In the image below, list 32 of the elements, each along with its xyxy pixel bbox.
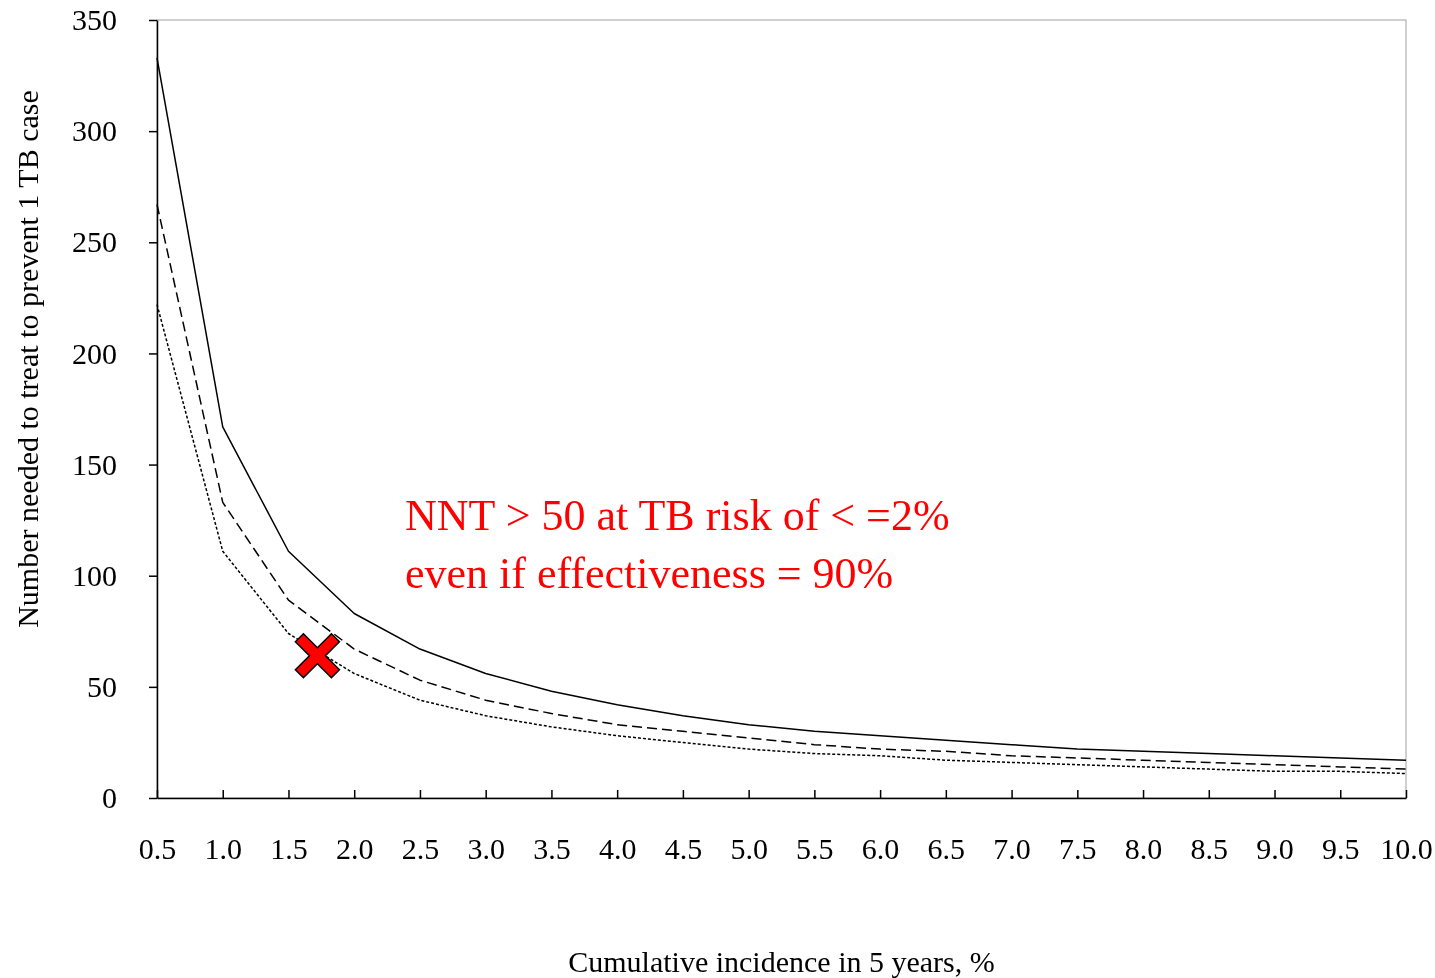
x-axis-title: Cumulative incidence in 5 years, % <box>568 945 995 978</box>
x-tick-label: 3.5 <box>533 832 571 866</box>
y-tick-label: 150 <box>72 447 117 481</box>
y-tick-label: 300 <box>72 114 117 148</box>
x-tick-label: 3.0 <box>467 832 505 866</box>
y-tick-label: 350 <box>72 3 117 37</box>
x-tick-label: 5.5 <box>796 832 834 866</box>
x-tick-label: 6.5 <box>927 832 966 866</box>
y-tick-label: 0 <box>102 781 117 815</box>
x-tick-label: 5.0 <box>730 832 768 866</box>
x-tick-label: 6.0 <box>861 832 900 866</box>
x-tick-label: 7.0 <box>993 832 1031 866</box>
x-tick-label: 8.5 <box>1190 832 1229 866</box>
y-tick-label: 50 <box>87 669 117 703</box>
y-tick-label: 200 <box>72 336 117 370</box>
x-tick-label: 2.5 <box>401 832 440 866</box>
x-tick-label: 1.0 <box>204 832 242 866</box>
y-axis-title: Number needed to treat to prevent 1 TB case <box>11 90 44 628</box>
x-tick-label: 2.0 <box>335 832 374 866</box>
x-tick-label: 4.0 <box>598 832 637 866</box>
x-tick-label: 10.0 <box>1380 832 1433 866</box>
x-tick-label: 9.0 <box>1256 832 1294 866</box>
x-tick-label: 8.0 <box>1124 832 1163 866</box>
y-tick-label: 250 <box>72 225 117 259</box>
y-tick-label: 100 <box>72 558 117 592</box>
x-tick-label: 4.5 <box>664 832 703 866</box>
x-tick-label: 0.5 <box>138 832 177 866</box>
x-tick-label: 9.5 <box>1322 832 1360 866</box>
x-tick-label: 7.5 <box>1059 832 1097 866</box>
annotation: even if effectiveness = 90% <box>405 549 894 598</box>
x-tick-label: 1.5 <box>270 832 308 866</box>
annotation: NNT > 50 at TB risk of < =2% <box>405 491 950 540</box>
